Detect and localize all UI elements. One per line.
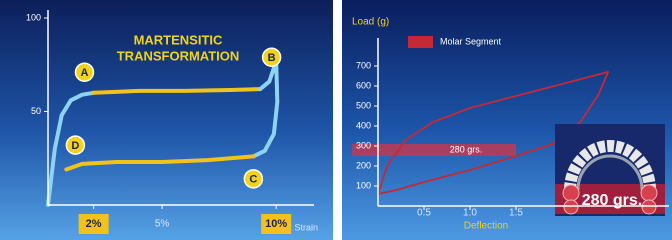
y-tick-label: 200 xyxy=(356,160,371,170)
legend-label: Molar Segment xyxy=(440,36,502,46)
band-label: 280 grs. xyxy=(450,144,483,154)
y-axis-title: Load (g) xyxy=(352,17,389,28)
annotation-label: D xyxy=(71,140,79,152)
y-tick-label: 100 xyxy=(356,180,371,190)
x-tick-label: 1.0 xyxy=(463,208,477,219)
y-tick-label: 50 xyxy=(31,106,41,116)
molar xyxy=(563,185,579,201)
y-tick-label: 700 xyxy=(356,60,371,70)
chart-canvas: MARTENSITIC TRANSFORMATION Strain Load (… xyxy=(0,0,672,240)
annotation-label: C xyxy=(249,174,257,186)
y-tick-label: 100 xyxy=(26,12,41,22)
inset-image: 280 grs. xyxy=(555,124,665,216)
page: {"chart_data": [ {"type": "line", "title… xyxy=(0,0,672,240)
molar xyxy=(564,200,578,214)
x-axis-title: Deflection xyxy=(464,221,508,232)
x-tick-label: 1.5 xyxy=(509,208,523,219)
y-tick-label: 400 xyxy=(356,120,371,130)
chart-title: TRANSFORMATION xyxy=(117,48,240,63)
x-tick-label: 2% xyxy=(86,218,102,230)
chart-title: MARTENSITIC xyxy=(134,32,223,47)
x-tick-label: 0.5 xyxy=(417,208,431,219)
y-tick-label: 300 xyxy=(356,140,371,150)
annotation-label: B xyxy=(268,52,276,64)
y-tick-label: 600 xyxy=(356,80,371,90)
molar xyxy=(642,200,656,214)
x-axis-title: Strain xyxy=(294,222,318,232)
annotation-label: A xyxy=(81,67,89,79)
molar xyxy=(641,185,657,201)
x-tick-label: 5% xyxy=(155,219,170,230)
y-tick-label: 500 xyxy=(356,100,371,110)
legend-swatch xyxy=(408,36,433,48)
x-tick-label: 10% xyxy=(265,218,287,230)
